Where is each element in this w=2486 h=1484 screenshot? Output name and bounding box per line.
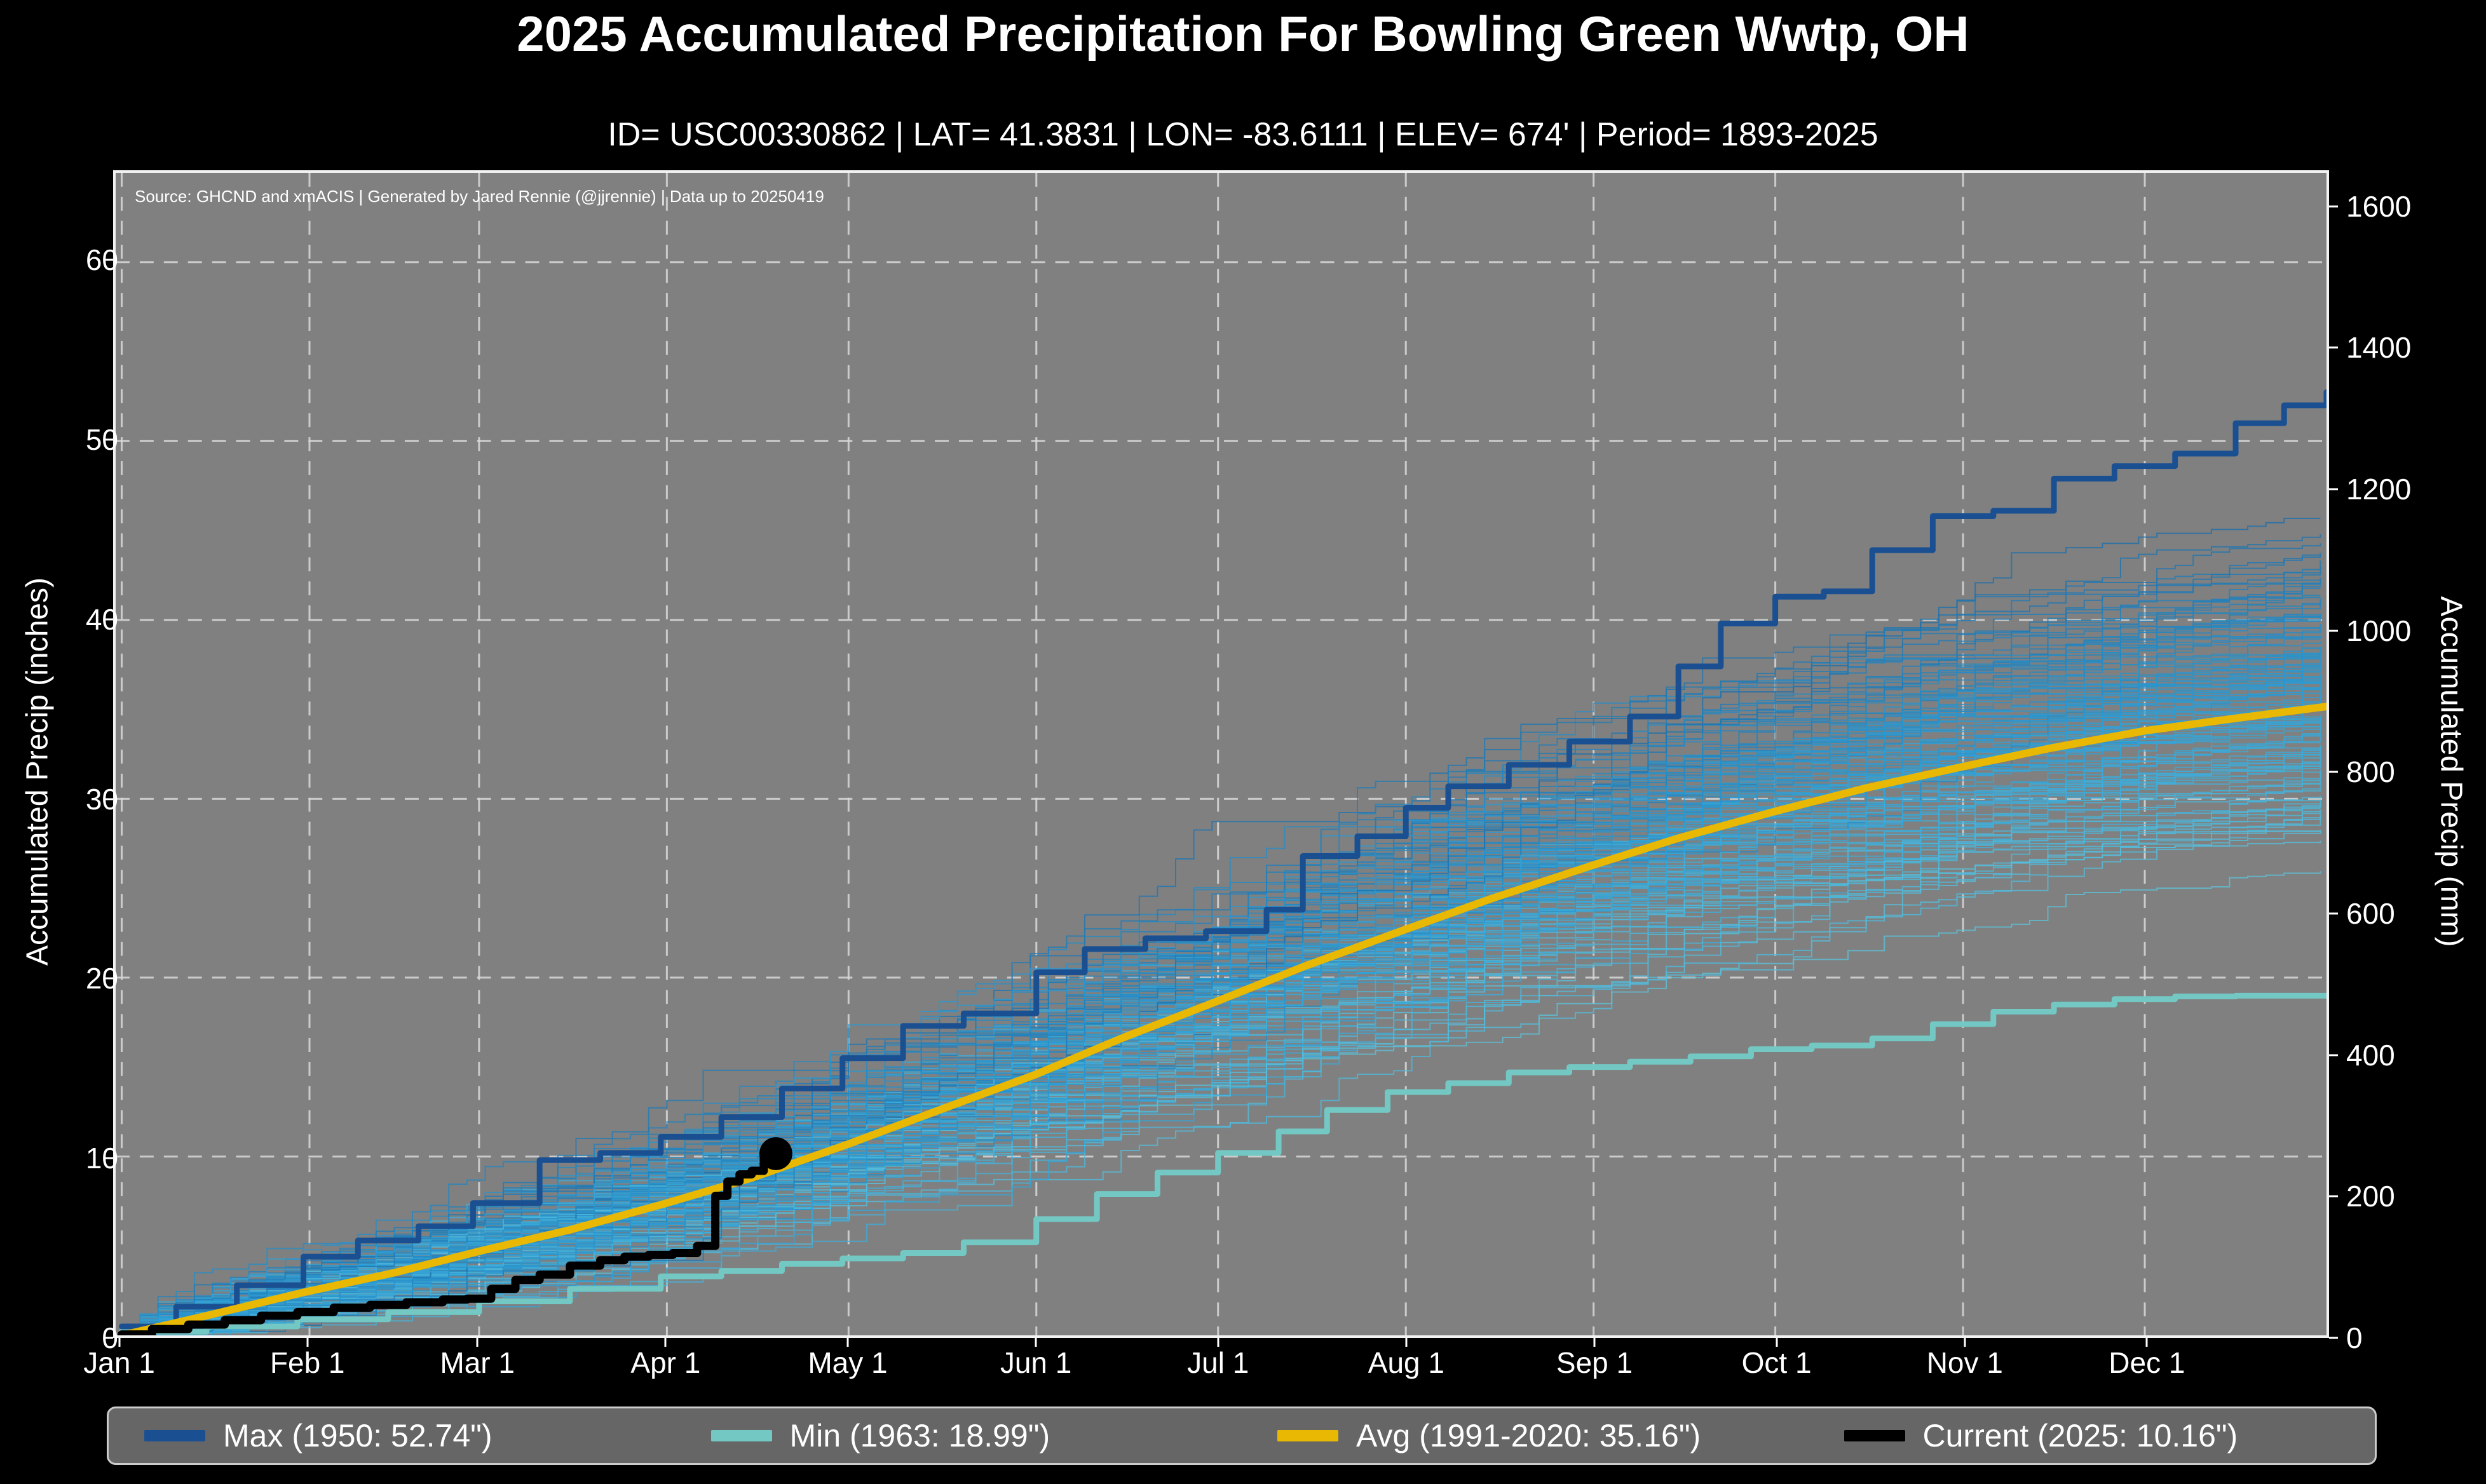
y-axis-right-label: Accumulated Precip (mm) (2434, 596, 2468, 947)
x-tickmark (1593, 1338, 1596, 1347)
legend-min-label: Min (1963: 18.99") (789, 1418, 1050, 1454)
historical-trace (121, 553, 2321, 1335)
y-tickmark-right (2329, 346, 2338, 349)
y-tick-left-20: 20 (85, 962, 118, 995)
x-tickmark (1035, 1338, 1037, 1347)
y-tickmark-right (2329, 912, 2338, 915)
y-tick-right-400: 400 (2346, 1038, 2395, 1072)
x-tick-apr-1: Apr 1 (630, 1346, 701, 1379)
current-endpoint-marker (759, 1137, 792, 1170)
x-tickmark (118, 1338, 121, 1347)
chart-legend: Max (1950: 52.74") Min (1963: 18.99") Avg … (107, 1406, 2377, 1465)
y-axis-left-label: Accumulated Precip (inches) (20, 577, 55, 966)
historical-trace (121, 571, 2321, 1335)
x-tick-may-1: May 1 (808, 1346, 888, 1379)
y-tick-right-600: 600 (2346, 897, 2395, 931)
y-tick-right-1400: 1400 (2346, 331, 2412, 365)
y-tick-right-0: 0 (2346, 1321, 2363, 1354)
historical-trace (121, 702, 2321, 1335)
legend-current[interactable]: Current (2025: 10.16") (1809, 1417, 2375, 1454)
y-tick-right-800: 800 (2346, 755, 2395, 789)
y-tickmark-left (104, 259, 113, 261)
legend-avg-label: Avg (1991-2020: 35.16") (1356, 1418, 1701, 1454)
y-tickmark-right (2329, 771, 2338, 773)
y-tickmark-right (2329, 205, 2338, 208)
x-tick-nov-1: Nov 1 (1926, 1346, 2003, 1379)
x-tick-dec-1: Dec 1 (2109, 1346, 2185, 1379)
x-tickmark (1405, 1338, 1408, 1347)
legend-current-swatch (1844, 1430, 1905, 1441)
y-tickmark-right (2329, 630, 2338, 632)
legend-avg[interactable]: Avg (1991-2020: 35.16") (1242, 1417, 1809, 1454)
y-tickmark-left (104, 977, 113, 980)
y-tick-left-60: 60 (85, 243, 118, 277)
y-tick-left-10: 10 (85, 1142, 118, 1175)
chart-svg (116, 173, 2326, 1335)
y-tickmark-left (104, 438, 113, 441)
x-tickmark (476, 1338, 479, 1347)
legend-min[interactable]: Min (1963: 18.99") (676, 1417, 1242, 1454)
y-tickmark-right (2329, 488, 2338, 490)
x-tickmark (1964, 1338, 1966, 1347)
historical-trace (121, 560, 2321, 1335)
series-current (118, 1137, 792, 1335)
x-tick-aug-1: Aug 1 (1368, 1346, 1444, 1379)
series-avg (118, 703, 2326, 1335)
y-tick-right-200: 200 (2346, 1180, 2395, 1213)
legend-max-label: Max (1950: 52.74") (223, 1418, 492, 1454)
chart-subtitle: ID= USC00330862 | LAT= 41.3831 | LON= -8… (608, 116, 1878, 153)
y-tickmark-right (2329, 1054, 2338, 1056)
legend-avg-swatch (1277, 1430, 1338, 1441)
y-tick-left-50: 50 (85, 423, 118, 457)
y-tick-right-1200: 1200 (2346, 473, 2412, 506)
plot-area: Source: GHCND and xmACIS | Generated by … (113, 170, 2329, 1338)
x-tick-oct-1: Oct 1 (1741, 1346, 1812, 1379)
y-tick-right-1000: 1000 (2346, 614, 2412, 647)
y-tickmark-left (104, 1157, 113, 1159)
legend-min-swatch (710, 1430, 772, 1441)
historical-trace (121, 691, 2321, 1335)
historical-trace (121, 666, 2321, 1335)
x-tickmark (1217, 1338, 1219, 1347)
page-title: 2025 Accumulated Precipitation For Bowli… (517, 6, 1969, 62)
y-tickmark-left (104, 618, 113, 621)
x-tickmark (2145, 1338, 2148, 1347)
historical-trace (121, 769, 2321, 1335)
historical-trace (121, 830, 2321, 1335)
gridlines (116, 173, 2326, 1335)
historical-year-traces (121, 518, 2321, 1335)
historical-trace (121, 668, 2321, 1335)
y-tick-left-30: 30 (85, 782, 118, 816)
y-tickmark-right (2329, 1337, 2338, 1339)
x-tickmark (846, 1338, 849, 1347)
x-tickmark (1776, 1338, 1778, 1347)
series-max (119, 389, 2326, 1330)
x-tick-sep-1: Sep 1 (1556, 1346, 1633, 1379)
x-tickmark (306, 1338, 309, 1347)
x-tick-jul-1: Jul 1 (1187, 1346, 1249, 1379)
x-tick-jun-1: Jun 1 (1000, 1346, 1072, 1379)
y-tickmark-right (2329, 1195, 2338, 1197)
y-tickmark-left (104, 1337, 113, 1339)
legend-max-swatch (144, 1430, 205, 1441)
source-annotation: Source: GHCND and xmACIS | Generated by … (135, 187, 824, 206)
legend-current-label: Current (2025: 10.16") (1922, 1418, 2238, 1454)
historical-trace (121, 647, 2321, 1335)
legend-max[interactable]: Max (1950: 52.74") (109, 1417, 676, 1454)
series-min (119, 992, 2326, 1335)
x-tick-feb-1: Feb 1 (269, 1346, 345, 1379)
x-tick-mar-1: Mar 1 (440, 1346, 515, 1379)
y-tick-right-1600: 1600 (2346, 189, 2412, 223)
x-tick-jan-1: Jan 1 (83, 1346, 155, 1379)
y-tick-left-40: 40 (85, 602, 118, 636)
historical-trace (121, 600, 2321, 1335)
y-tickmark-left (104, 798, 113, 800)
x-tickmark (664, 1338, 667, 1347)
